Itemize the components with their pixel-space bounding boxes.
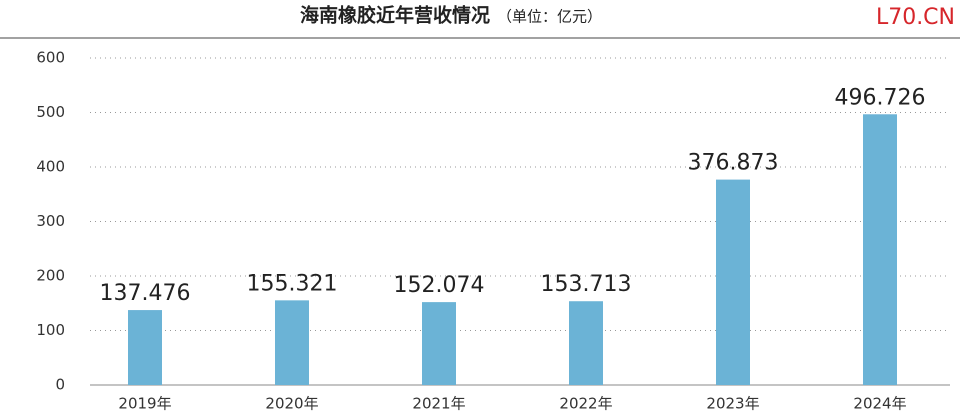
- y-tick-label: 600: [36, 49, 65, 67]
- y-tick-label: 200: [36, 267, 65, 285]
- y-tick-label: 400: [36, 158, 65, 176]
- bar: [275, 300, 309, 385]
- chart-subtitle: （单位：亿元）: [497, 8, 602, 26]
- value-label: 496.726: [835, 85, 926, 110]
- watermark: L70.CN: [876, 5, 955, 30]
- x-tick-label: 2020年: [265, 395, 318, 413]
- x-tick-label: 2021年: [412, 395, 465, 413]
- bar: [422, 302, 456, 385]
- value-label: 152.074: [394, 273, 485, 298]
- value-label: 137.476: [100, 281, 191, 306]
- bar: [569, 301, 603, 385]
- x-tick-label: 2019年: [118, 395, 171, 413]
- y-tick-label: 0: [55, 376, 65, 394]
- value-label: 376.873: [688, 151, 779, 176]
- y-tick-label: 100: [36, 321, 65, 339]
- chart-title: 海南橡胶近年营收情况: [300, 4, 490, 27]
- bar: [863, 114, 897, 385]
- bar: [128, 310, 162, 385]
- x-tick-label: 2024年: [853, 395, 906, 413]
- x-tick-label: 2023年: [706, 395, 759, 413]
- x-tick-label: 2022年: [559, 395, 612, 413]
- y-tick-label: 500: [36, 103, 65, 121]
- y-tick-label: 300: [36, 212, 65, 230]
- bar: [716, 179, 750, 385]
- value-label: 155.321: [247, 271, 338, 296]
- value-label: 153.713: [541, 272, 632, 297]
